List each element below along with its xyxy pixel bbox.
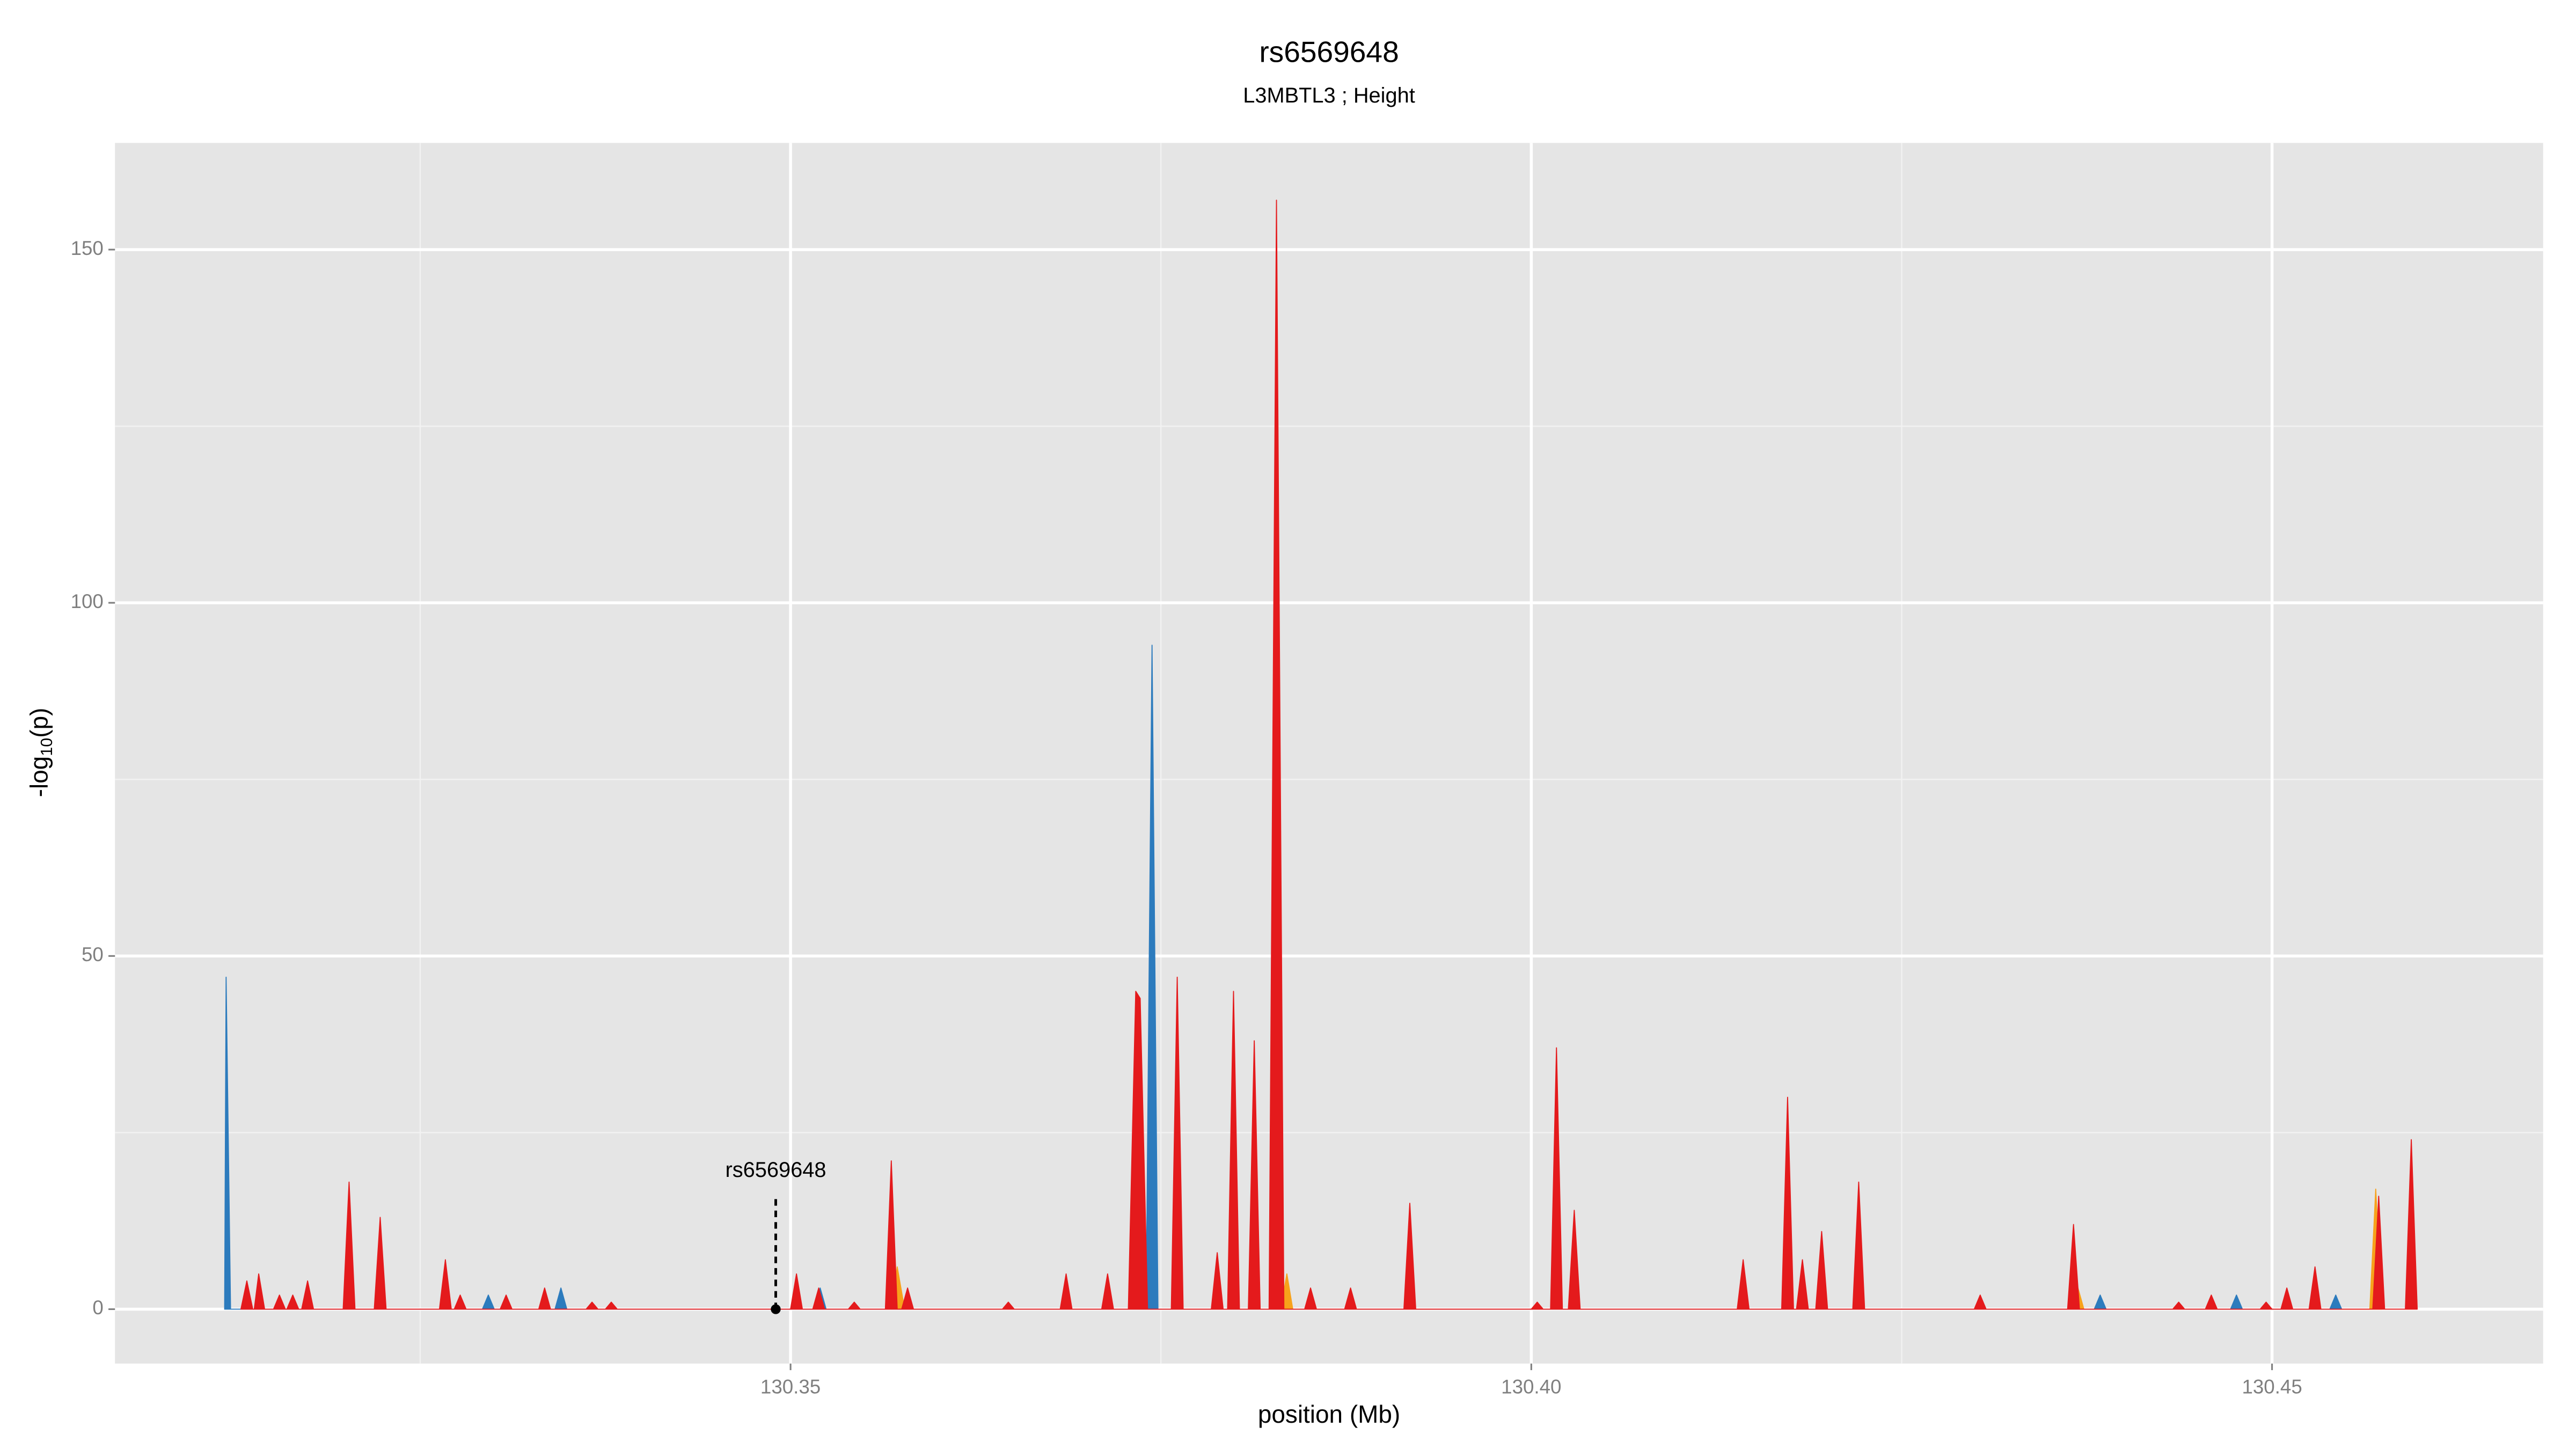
y-axis-title-suffix: (p) (25, 708, 53, 738)
x-axis-title: position (Mb) (1258, 1400, 1400, 1428)
x-tick-label: 130.45 (2242, 1375, 2302, 1397)
y-tick-label: 100 (71, 590, 104, 612)
chart-subtitle: L3MBTL3 ; Height (1243, 84, 1415, 107)
areas (224, 200, 2418, 1310)
y-tick-label: 50 (82, 943, 104, 965)
x-tick-label: 130.40 (1501, 1375, 1561, 1397)
y-tick-label: 0 (92, 1297, 103, 1319)
area (224, 645, 2343, 1310)
x-tick-label: 130.35 (760, 1375, 821, 1397)
y-axis-title-prefix: -log (25, 756, 53, 797)
y-axis-title: -log10(p) (25, 708, 56, 797)
y-axis-title-sub: 10 (38, 738, 56, 756)
axes: 130.35 130.40 130.45 0 50 100 150 rs6569648 (71, 237, 2302, 1398)
y-tick-label: 150 (71, 237, 104, 259)
plot-panel (115, 143, 2543, 1364)
area (240, 200, 2418, 1310)
annotation-label: rs6569648 (725, 1158, 826, 1182)
chart-title: rs6569648 (1259, 35, 1399, 69)
annotation-point (771, 1304, 781, 1314)
